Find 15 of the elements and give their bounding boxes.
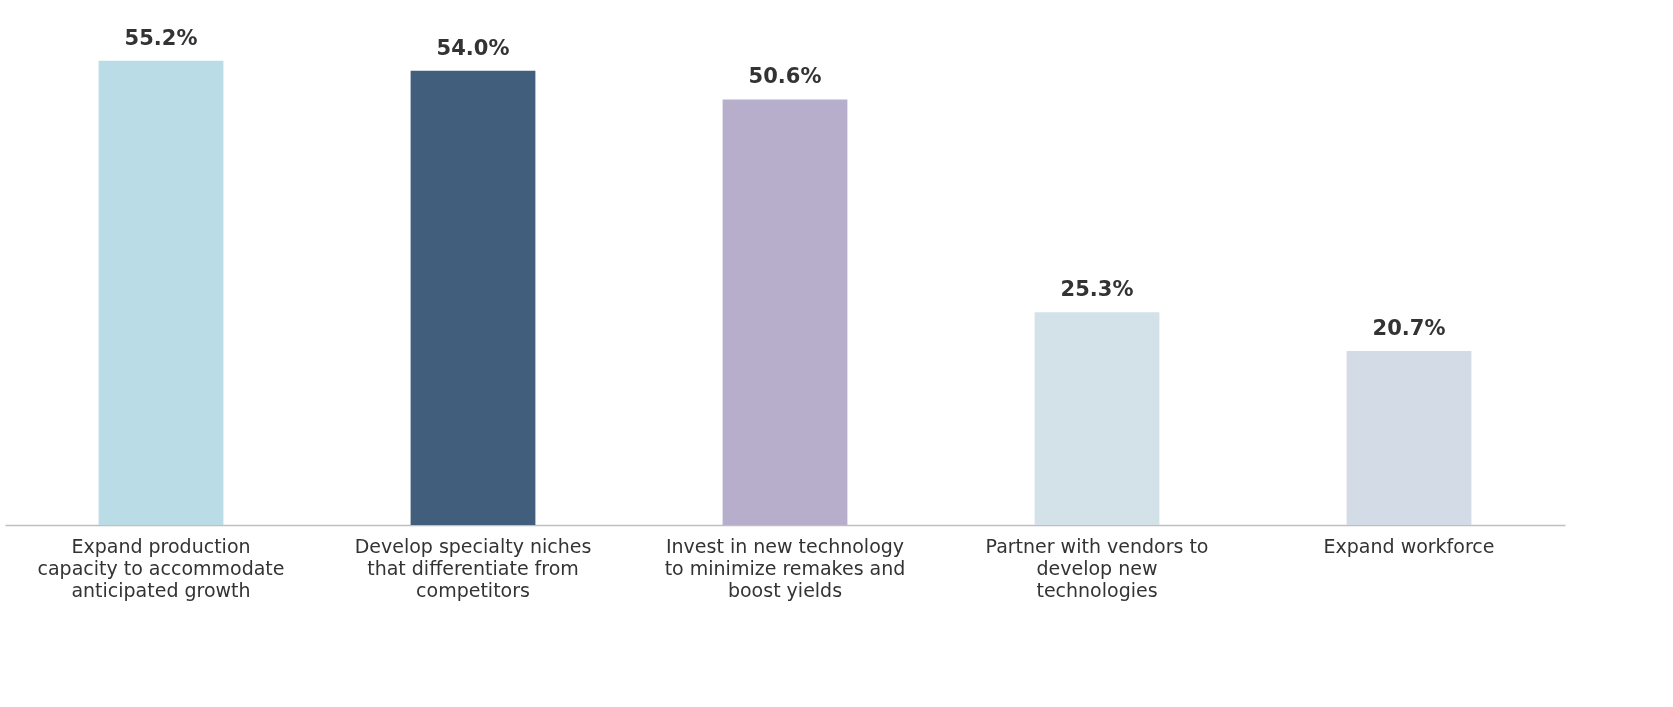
bar bbox=[410, 70, 536, 525]
x-tick-label: Invest in new technology to minimize remakes and boost yields bbox=[664, 534, 906, 601]
data-label: 25.3% bbox=[1060, 277, 1134, 302]
data-label: 55.2% bbox=[124, 25, 198, 50]
data-label: 54.0% bbox=[436, 35, 510, 60]
bar bbox=[1346, 350, 1472, 525]
bar bbox=[722, 99, 848, 525]
bar bbox=[98, 60, 224, 525]
x-tick-label: Expand workforce bbox=[1323, 534, 1495, 557]
data-label: 50.6% bbox=[748, 64, 822, 89]
x-tick-label: Expand production capacity to accommodate anticipated growth bbox=[37, 534, 285, 601]
data-label: 20.7% bbox=[1372, 315, 1446, 340]
bar bbox=[1034, 312, 1160, 525]
x-tick-label: Partner with vendors to develop new technologies bbox=[985, 534, 1209, 601]
x-tick-label: Develop specialty niches that differentiate from competitors bbox=[354, 534, 592, 601]
